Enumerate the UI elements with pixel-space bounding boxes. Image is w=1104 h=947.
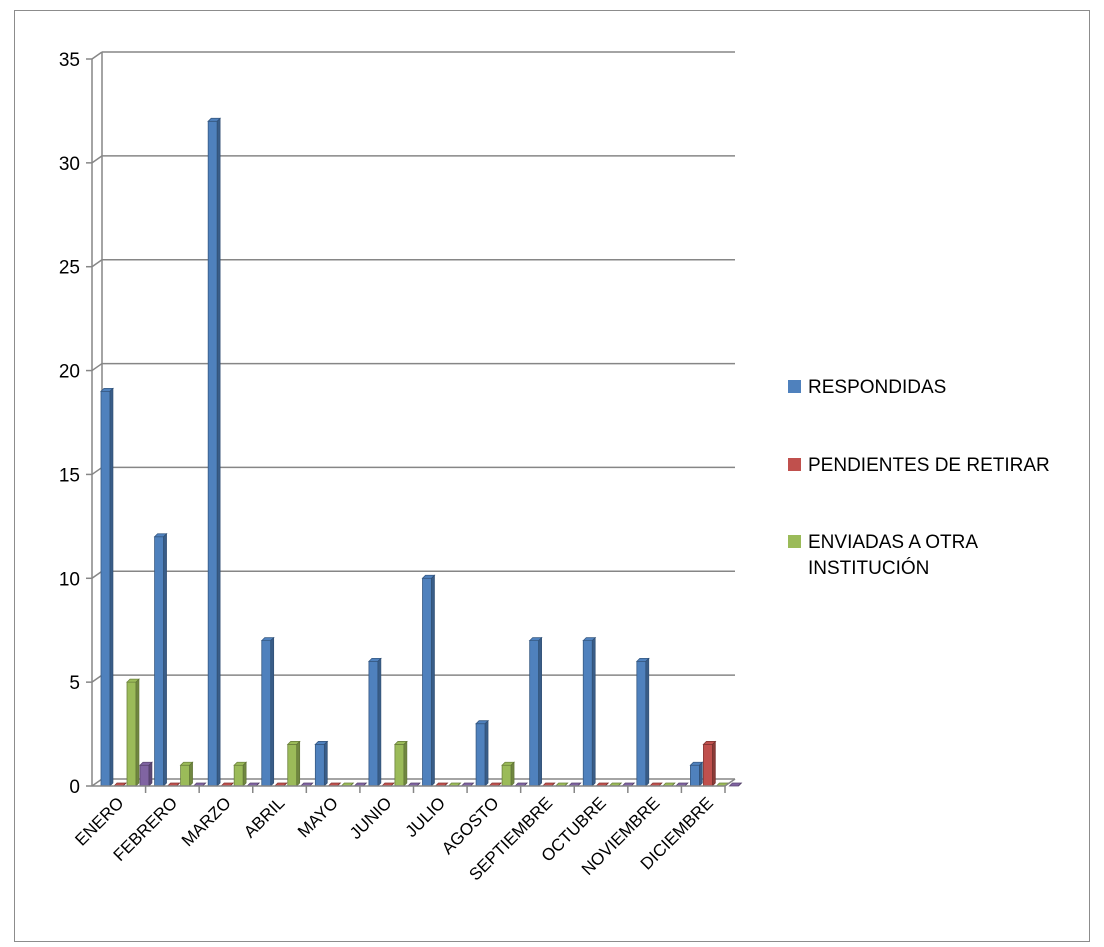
y-tick-label: 15	[59, 465, 80, 486]
bar	[126, 681, 137, 787]
bar-side	[671, 782, 676, 787]
bar-side	[135, 678, 140, 787]
bar-side	[109, 387, 114, 787]
x-tick-label: MARZO	[178, 793, 235, 850]
chart-frame: 0 5 10 15 20 25 30 35 ENERO FEBRERO MARZO ABRIL MAYO…	[14, 10, 1090, 942]
gridline-depth	[91, 778, 103, 787]
legend-swatch	[788, 458, 801, 471]
bar-side	[684, 782, 689, 787]
bar	[180, 764, 190, 787]
bar-side	[216, 117, 221, 787]
bar-side	[470, 782, 474, 787]
bar-side	[523, 782, 528, 787]
bar	[100, 390, 111, 787]
bar-side	[390, 782, 395, 787]
bar-side	[296, 740, 301, 787]
bar-side	[122, 782, 127, 787]
bar-side	[148, 761, 153, 787]
bar-side	[416, 782, 421, 787]
legend-label: ENVIADAS A OTRA	[808, 532, 978, 553]
bar-side	[551, 782, 555, 787]
bar-side	[202, 782, 206, 787]
x-tick-label: JUNIO	[346, 793, 395, 842]
gridline-depth	[91, 362, 103, 372]
bar-side	[618, 782, 622, 787]
bar	[261, 640, 272, 787]
bar-side	[363, 782, 367, 787]
x-axis-depth	[724, 778, 736, 787]
x-tick-label: ABRIL	[240, 793, 288, 841]
bar	[154, 536, 164, 787]
bar	[636, 660, 647, 787]
bar	[582, 640, 593, 787]
bar-side	[350, 782, 354, 787]
bar-side	[591, 636, 596, 787]
bar-side	[510, 761, 515, 787]
bar	[139, 764, 150, 787]
bar-side	[283, 782, 287, 787]
x-tick-label: JULIO	[402, 793, 450, 841]
bar-side	[309, 782, 313, 787]
bar-side	[176, 782, 180, 787]
gridline-depth	[91, 155, 103, 164]
bar-side	[242, 761, 247, 787]
y-tick-label: 35	[59, 50, 80, 71]
y-tick-label: 5	[69, 673, 80, 694]
bar-side	[577, 782, 581, 787]
legend-swatch	[788, 380, 801, 393]
bar-side	[658, 782, 663, 787]
bar-side	[631, 782, 635, 787]
legend-label: INSTITUCIÓN	[808, 557, 929, 579]
bar	[233, 764, 244, 787]
bar-side	[738, 782, 742, 787]
bar-side	[645, 657, 650, 787]
bar	[314, 744, 325, 787]
bar	[287, 744, 298, 787]
bar	[394, 744, 405, 787]
y-tick-label: 10	[59, 569, 80, 590]
legend-label: RESPONDIDAS	[808, 377, 946, 398]
bar-side	[538, 636, 542, 787]
bar-side	[431, 574, 435, 787]
bar-side	[270, 636, 275, 787]
y-tick-label: 20	[59, 362, 80, 383]
bar-side	[564, 782, 568, 787]
bar-side	[324, 740, 328, 787]
gridline-depth	[91, 259, 103, 268]
bar	[422, 577, 432, 787]
x-tick-label: MAYO	[294, 793, 342, 841]
bar-side	[699, 761, 703, 787]
gridline-depth	[91, 674, 103, 683]
bar-side	[377, 657, 382, 787]
y-tick-label: 30	[59, 154, 80, 175]
y-tick-label: 0	[69, 777, 80, 798]
gridline-depth	[91, 570, 103, 579]
bar-side	[712, 740, 716, 787]
legend-label: PENDIENTES DE RETIRAR	[808, 455, 1050, 476]
gridline-depth	[91, 466, 103, 476]
bar-side	[229, 782, 234, 787]
bar-side	[189, 761, 193, 787]
bar-side	[605, 782, 609, 787]
bar-side	[163, 533, 167, 787]
bar	[529, 640, 540, 787]
bar-side	[337, 782, 341, 787]
legend-swatch	[788, 535, 801, 548]
bar	[207, 120, 218, 787]
bar	[703, 744, 713, 787]
gridline-depth	[91, 51, 103, 60]
bar-side	[484, 719, 489, 787]
bar	[501, 764, 512, 787]
bar-side	[497, 782, 502, 787]
bar	[368, 660, 379, 787]
bar-side	[444, 782, 448, 787]
bar	[475, 723, 486, 787]
bar	[690, 764, 700, 787]
bar-side	[457, 782, 461, 787]
y-tick-label: 25	[59, 258, 80, 279]
bar-side	[403, 740, 408, 787]
